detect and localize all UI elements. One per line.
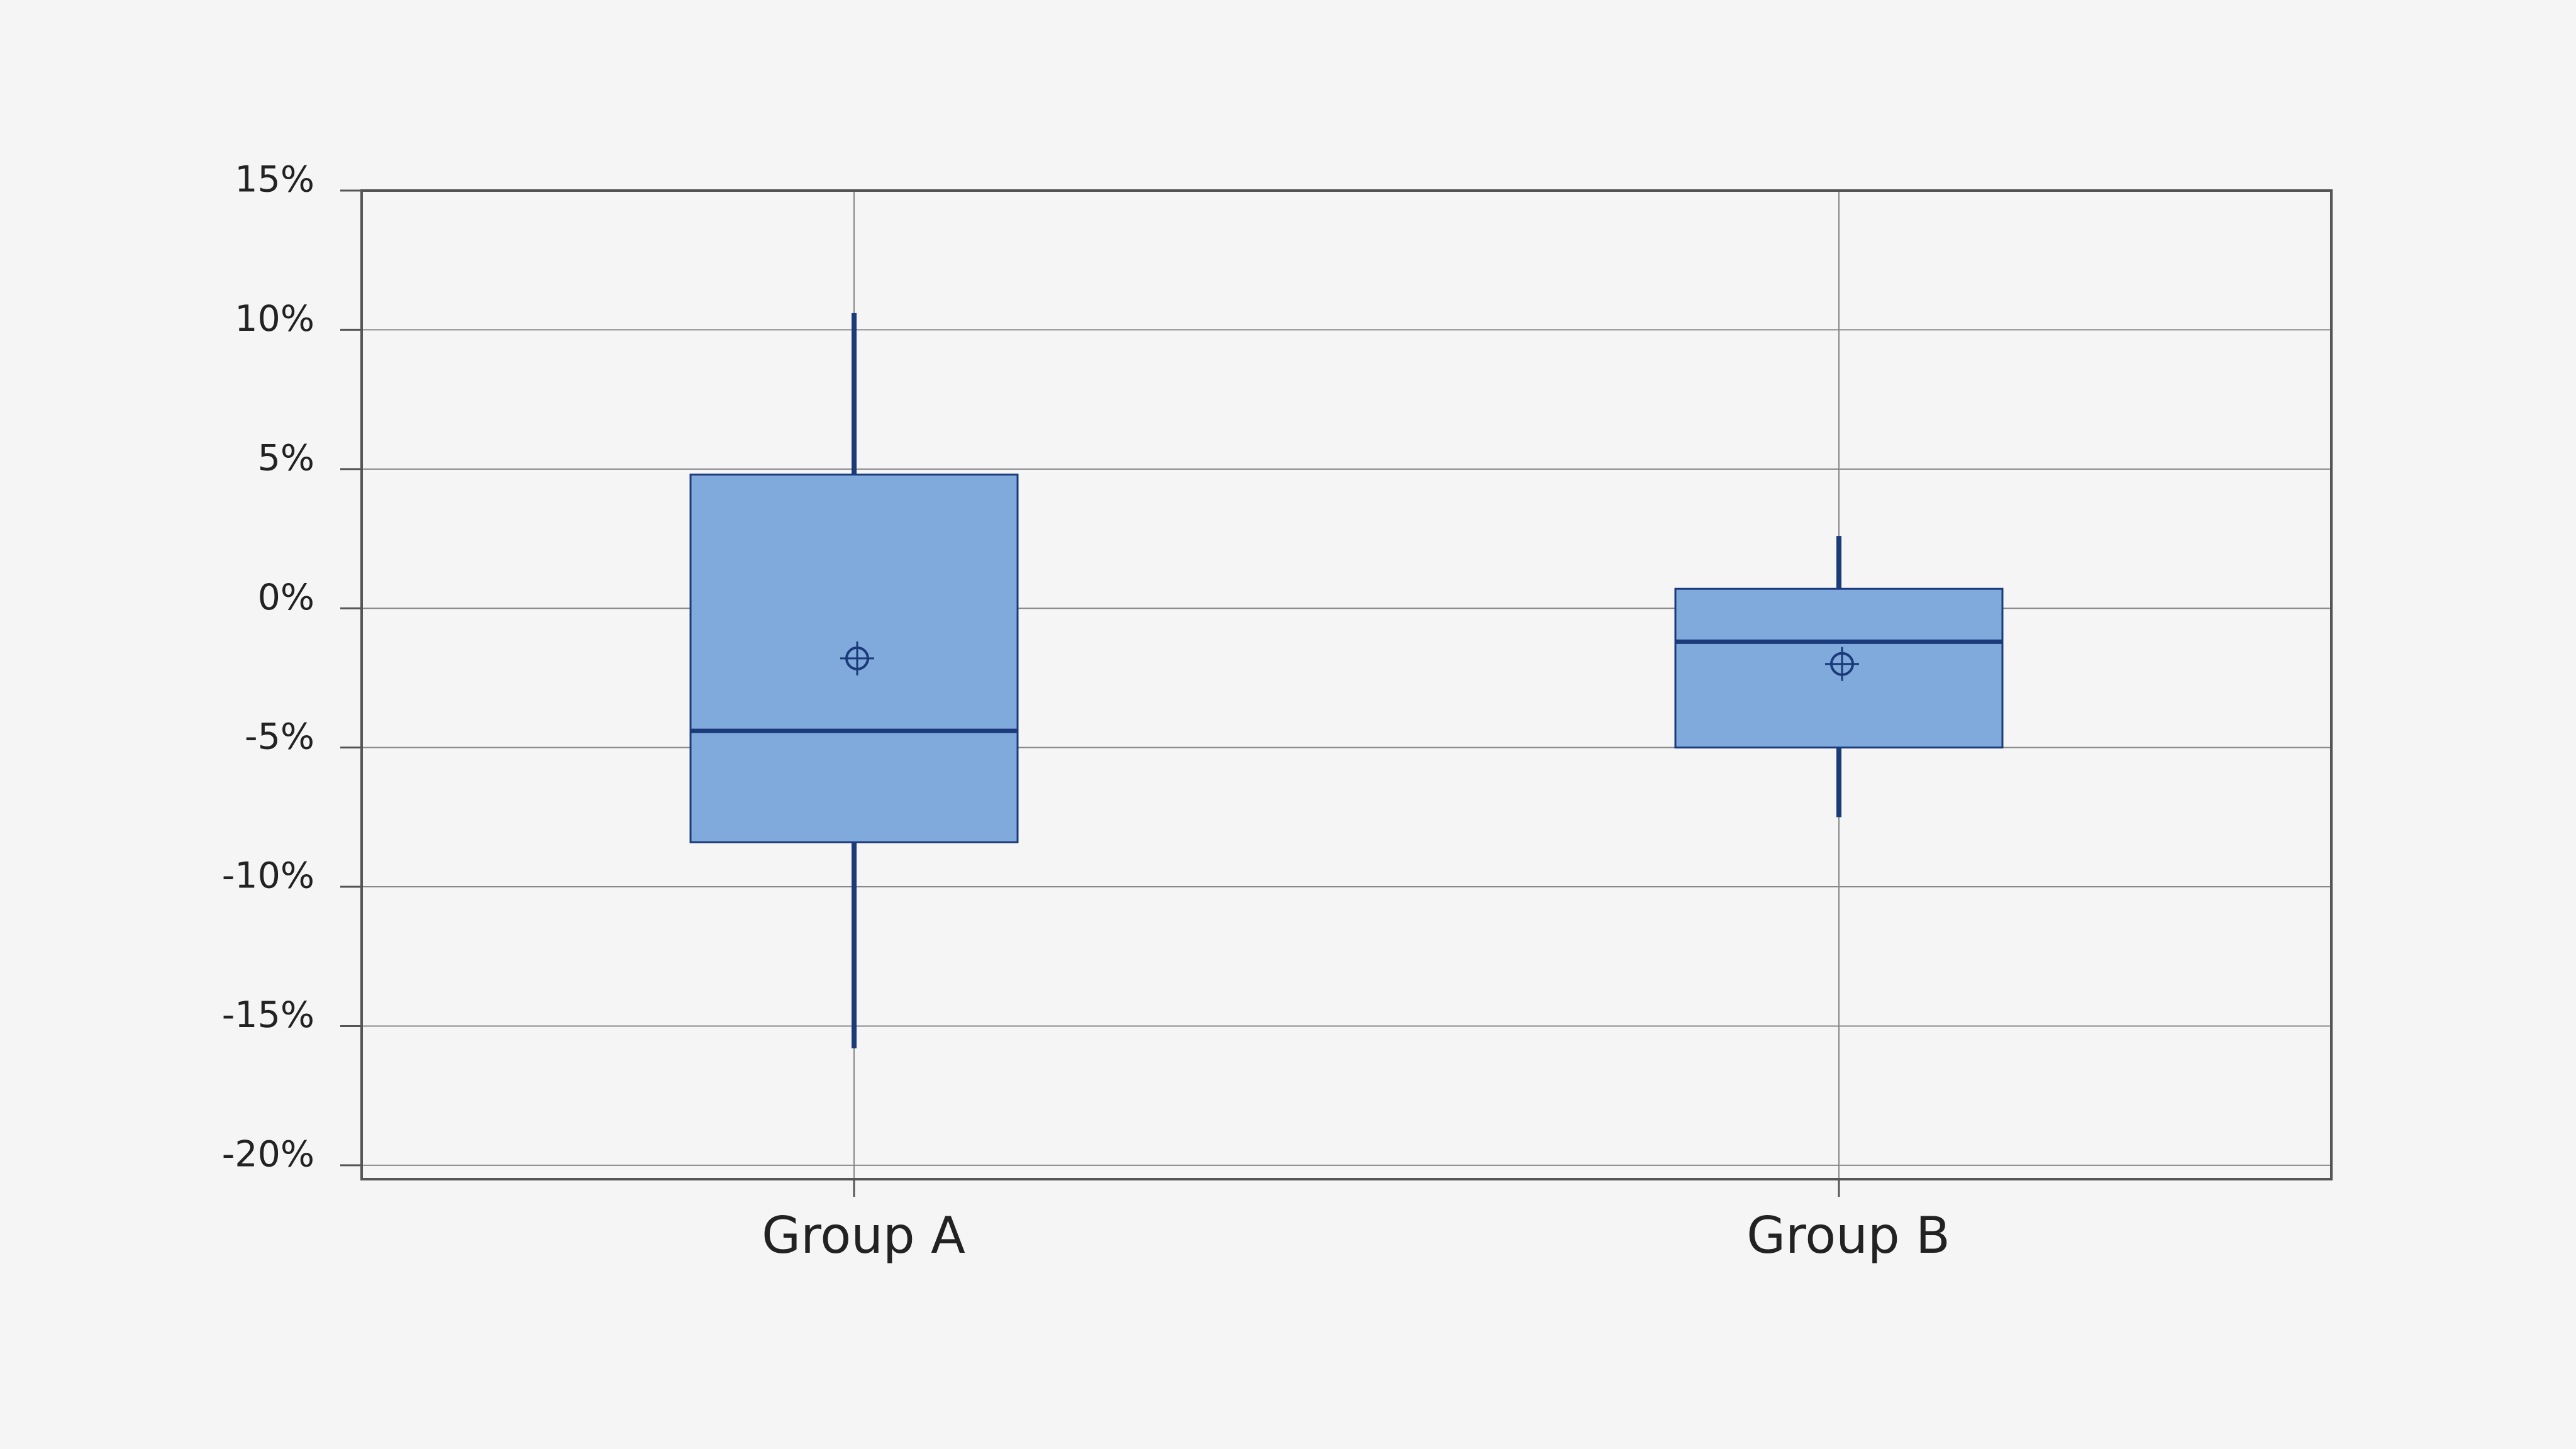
y-tick-label: 15% xyxy=(235,159,314,201)
labels: -20% -15% -10% -5% 0% 5% 10% 15% Group A Group B xyxy=(222,159,1950,1265)
x-tick-label: Group B xyxy=(1746,1206,1950,1265)
y-tick-label: 0% xyxy=(258,577,314,618)
y-tick-label: 5% xyxy=(258,437,314,479)
y-tick-label: -15% xyxy=(222,994,314,1036)
y-tick-label: 10% xyxy=(235,298,314,340)
box xyxy=(1674,587,2004,749)
x-tick-label: Group A xyxy=(762,1206,965,1265)
y-tick-label: -5% xyxy=(245,716,314,757)
marks xyxy=(689,313,2004,1048)
y-tick-label: -20% xyxy=(222,1133,314,1175)
mean-marker xyxy=(840,641,874,675)
plot-frame xyxy=(360,189,2333,1180)
y-tick-label: -10% xyxy=(222,855,314,897)
mean-marker xyxy=(1825,647,1859,681)
